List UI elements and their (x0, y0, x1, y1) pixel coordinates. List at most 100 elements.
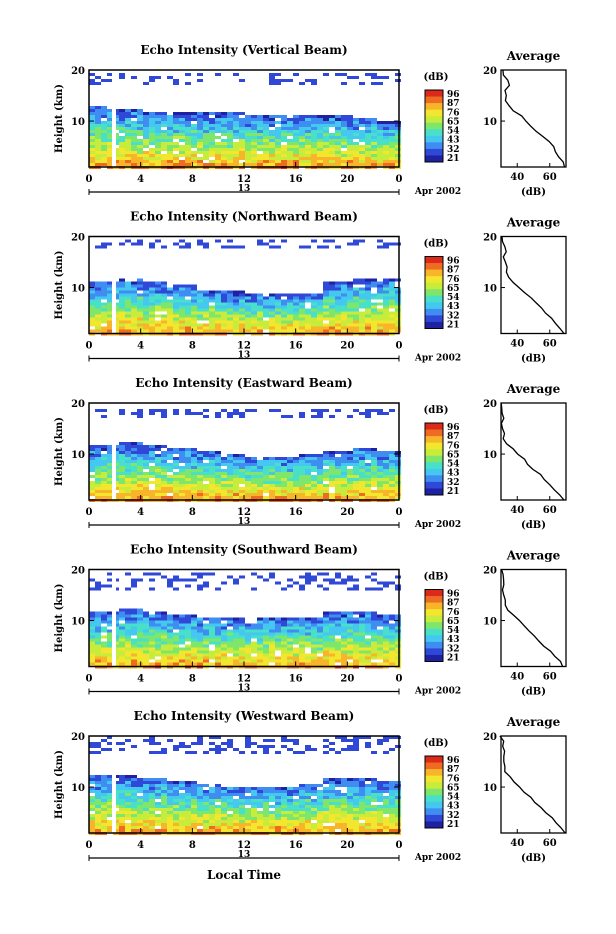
heatmap-cell (323, 820, 329, 823)
heatmap-cell (143, 154, 149, 157)
heatmap-cell (167, 469, 173, 472)
heatmap-cell (203, 291, 209, 294)
heatmap-cell (269, 160, 275, 163)
heatmap-cell (317, 330, 323, 333)
heatmap-cell (167, 130, 173, 133)
heatmap-cell (317, 472, 323, 475)
heatmap-cell (101, 79, 107, 82)
heatmap-cell (227, 739, 233, 742)
heatmap-cell (119, 790, 125, 793)
heatmap-cell (239, 630, 245, 633)
heatmap-cell (359, 660, 365, 663)
heatmap-cell (137, 829, 143, 832)
heatmap-cell (155, 790, 161, 793)
heatmap-cell (311, 490, 317, 493)
heatmap-cell (149, 811, 155, 814)
heatmap-cell (155, 496, 161, 499)
heatmap-cell (197, 330, 203, 333)
heatmap-cell (287, 478, 293, 481)
heatmap-cell (197, 639, 203, 642)
heatmap-cell (257, 621, 263, 624)
heatmap-cell (131, 243, 137, 246)
heatmap-cell (215, 148, 221, 151)
heatmap-cell (179, 627, 185, 630)
heatmap-cell (329, 463, 335, 466)
heatmap-cell (149, 790, 155, 793)
heatmap-cell (215, 454, 221, 457)
heatmap-cell (299, 121, 305, 124)
heatmap-cell (275, 115, 281, 118)
heatmap-cell (383, 784, 389, 787)
heatmap-cell (197, 463, 203, 466)
heatmap-cell (383, 811, 389, 814)
heatmap-cell (353, 472, 359, 475)
heatmap-cell (269, 309, 275, 312)
heatmap-cell (239, 154, 245, 157)
heatmap-cell (359, 294, 365, 297)
heatmap-cell (95, 796, 101, 799)
heatmap-cell (95, 784, 101, 787)
heatmap-cell (269, 478, 275, 481)
heatmap-cell (197, 294, 203, 297)
heatmap-cell (125, 739, 131, 742)
heatmap-cell (161, 811, 167, 814)
x-tick-label: 0 (396, 174, 403, 185)
heatmap-cell (353, 282, 359, 285)
heatmap-cell (227, 493, 233, 496)
heatmap-cell (371, 321, 377, 324)
heatmap-cell (329, 303, 335, 306)
heatmap-cell (317, 306, 323, 309)
heatmap-cell (251, 303, 257, 306)
heatmap-cell (353, 487, 359, 490)
heatmap-cell (305, 327, 311, 330)
heatmap-cell (299, 814, 305, 817)
heatmap-cell (125, 324, 131, 327)
heatmap-cell (227, 160, 233, 163)
heatmap-cell (215, 648, 221, 651)
heatmap-cell (395, 163, 401, 166)
heatmap-cell (359, 787, 365, 790)
heatmap-cell (311, 579, 317, 582)
heatmap-cell (275, 139, 281, 142)
y-axis-label: Height (km) (54, 84, 65, 153)
heatmap-cell (335, 826, 341, 829)
heatmap-cell (197, 312, 203, 315)
heatmap-cell (383, 133, 389, 136)
heatmap-cell (305, 660, 311, 663)
heatmap-cell (131, 330, 137, 333)
heatmap-cell (377, 799, 383, 802)
heatmap-cell (119, 318, 125, 321)
heatmap-cell (209, 787, 215, 790)
heatmap-cell (275, 496, 281, 499)
heatmap-cell (119, 609, 125, 612)
heatmap-cell (365, 133, 371, 136)
heatmap-cell (377, 615, 383, 618)
heatmap-cell (359, 145, 365, 148)
heatmap-cell (131, 781, 137, 784)
heatmap-cell (383, 624, 389, 627)
heatmap-cell (305, 490, 311, 493)
heatmap-cell (167, 817, 173, 820)
heatmap-cell (161, 460, 167, 463)
heatmap-cell (185, 472, 191, 475)
heatmap-cell (143, 826, 149, 829)
heatmap-cell (227, 133, 233, 136)
heatmap-cell (251, 481, 257, 484)
heatmap-cell (287, 318, 293, 321)
heatmap-cell (317, 324, 323, 327)
heatmap-cell (173, 627, 179, 630)
heatmap-cell (341, 493, 347, 496)
heatmap-cell (287, 297, 293, 300)
heatmap-cell (377, 469, 383, 472)
heatmap-cell (269, 297, 275, 300)
heatmap-cell (335, 460, 341, 463)
heatmap-cell (287, 739, 293, 742)
heatmap-cell (137, 327, 143, 330)
heatmap-cell (137, 660, 143, 663)
heatmap-cell (227, 294, 233, 297)
heatmap-cell (371, 466, 377, 469)
heatmap-cell (281, 472, 287, 475)
heatmap-cell (89, 82, 95, 85)
heatmap-cell (293, 154, 299, 157)
heatmap-cell (377, 823, 383, 826)
